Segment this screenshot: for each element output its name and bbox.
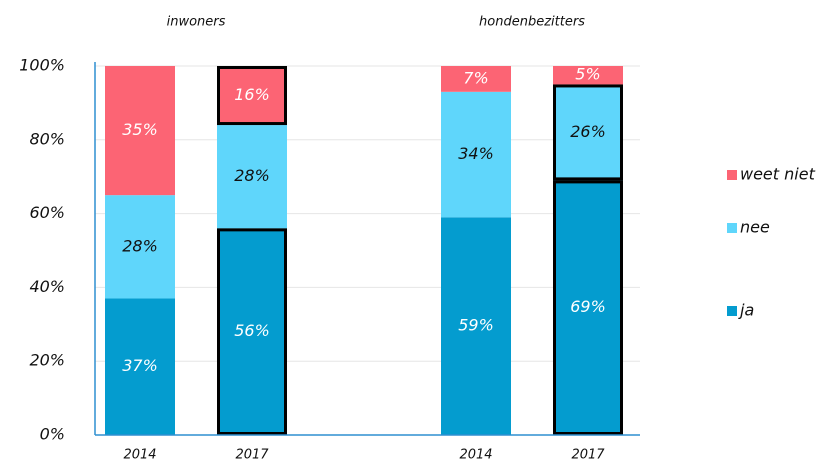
value-label: 16% xyxy=(234,85,270,104)
highlight-outline xyxy=(553,84,623,181)
y-tick-label: 40% xyxy=(29,277,65,296)
value-label: 35% xyxy=(122,120,158,139)
legend-swatch xyxy=(727,170,737,180)
bar-segment xyxy=(217,66,287,126)
x-tick-label: 2014 xyxy=(123,448,156,463)
value-label: 28% xyxy=(234,166,270,185)
bar-segment xyxy=(441,66,511,92)
bar-segment xyxy=(105,66,175,196)
value-label: 28% xyxy=(122,236,158,255)
bar-segment xyxy=(105,195,175,299)
legend-swatch xyxy=(727,223,737,233)
x-tick-label: 2014 xyxy=(459,448,492,463)
legend-label: ja xyxy=(738,301,754,320)
group-label: hondenbezitters xyxy=(479,15,585,30)
x-tick-label: 2017 xyxy=(571,448,605,463)
bar-segment xyxy=(441,217,511,435)
value-label: 37% xyxy=(122,356,158,375)
bar-segment xyxy=(553,66,623,85)
value-label: 26% xyxy=(570,122,606,141)
y-tick-label: 100% xyxy=(19,56,65,75)
bar-segment xyxy=(553,84,623,181)
value-label: 56% xyxy=(234,321,270,340)
legend-label: weet niet xyxy=(740,165,816,184)
bar-segment xyxy=(217,228,287,435)
y-tick-label: 80% xyxy=(29,129,65,148)
highlight-outline xyxy=(553,180,623,435)
value-label: 34% xyxy=(458,144,494,163)
legend-swatch xyxy=(727,306,737,316)
value-label: 69% xyxy=(570,297,606,316)
highlight-outline xyxy=(217,228,287,435)
group-label: inwoners xyxy=(167,15,226,30)
legend-label: nee xyxy=(740,218,770,237)
bar-segment xyxy=(441,91,511,218)
y-tick-label: 20% xyxy=(29,351,65,370)
y-tick-label: 60% xyxy=(29,203,65,222)
x-tick-label: 2017 xyxy=(235,448,269,463)
bar-segment xyxy=(553,180,623,435)
bar-segment xyxy=(105,298,175,435)
value-label: 7% xyxy=(463,68,488,87)
value-label: 59% xyxy=(458,316,494,335)
bar-segment xyxy=(217,125,287,229)
highlight-outline xyxy=(217,66,287,126)
y-tick-label: 0% xyxy=(40,425,65,444)
value-label: 5% xyxy=(575,65,600,84)
